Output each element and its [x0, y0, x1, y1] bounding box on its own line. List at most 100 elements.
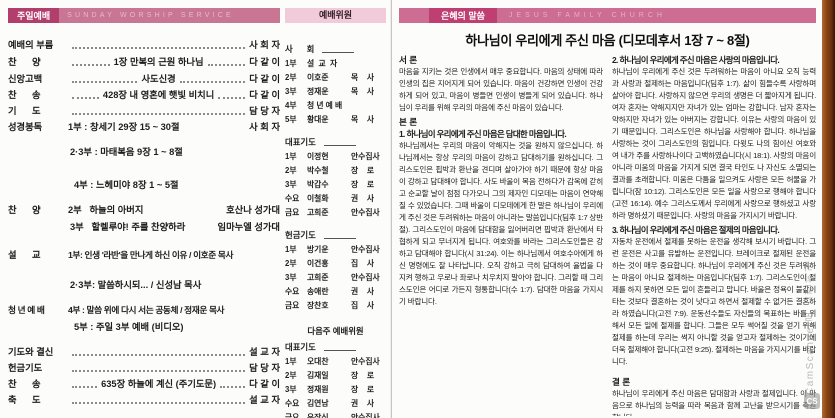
- row-label: 헌금기도: [8, 363, 43, 373]
- sermon-header-label: 은혜의 말씀: [429, 8, 497, 23]
- row-right: 다 같 이: [249, 57, 281, 67]
- row-part: 금요: [285, 413, 300, 418]
- section-title-text: 대표기도: [285, 342, 316, 352]
- body-heading: 본 론: [399, 117, 418, 127]
- row-right: 다 같 이: [249, 90, 281, 100]
- row-part: 2부: [285, 259, 297, 268]
- worship-order-panel: 주일예배 SUNDAY WORSHIP SERVICE 예배의 부름 사 회 자…: [8, 8, 280, 406]
- sermon-panel: 은혜의 말씀 JESUS FAMILY CHURCH 하나님이 우리에게 주신 …: [399, 8, 816, 416]
- section-title-rule: [323, 145, 356, 146]
- point3-heading: 3. 하나님이 우리에게 주신 마음은 절제의 마음입니다.: [612, 225, 780, 235]
- row-part: 수요: [285, 194, 300, 203]
- worship-row-sermon23: 2·3부: 말씀하시되... / 신성남 목사: [70, 279, 280, 291]
- worship-row-call: 예배의 부름 사 회 자: [8, 39, 280, 51]
- row-part: 2부: [285, 371, 297, 380]
- dotted-leader: [179, 80, 246, 83]
- row-label: 찬 송: [8, 379, 41, 389]
- row-role: 집 사: [351, 301, 375, 310]
- row-role: 안수집사: [351, 245, 380, 254]
- row-center: 1부 : 창세기 29장 15 ~ 30절: [68, 122, 180, 132]
- dotted-leader: [72, 63, 110, 66]
- row-right: 설 교 자: [249, 395, 280, 405]
- right-sheet: 은혜의 말씀 JESUS FAMILY CHURCH 하나님이 우리에게 주신 …: [391, 0, 823, 418]
- row-role: 권 사: [351, 399, 375, 408]
- worship-row-scripture23: 2·3부 : 마태복음 9장 1 ~ 8절: [70, 146, 280, 158]
- row-right: 설 교 자: [249, 347, 280, 357]
- row-text: 2·3부 : 마태복음 9장 1 ~ 8절: [70, 147, 183, 157]
- dotted-leader: [72, 46, 246, 49]
- row-name: 이건홍: [307, 259, 329, 268]
- row-part: 1부: [285, 357, 297, 366]
- section-title-text: 헌금기도: [285, 230, 316, 240]
- row-text: 5부 : 주일 3부 예배 (비디오): [74, 322, 184, 332]
- row-center: 635장 하늘에 계신 (주기도문): [101, 379, 217, 389]
- header-pad: [399, 8, 429, 23]
- row-name: 황대운: [307, 115, 329, 124]
- dotted-leader: [72, 401, 246, 404]
- row-role: 목 사: [351, 87, 375, 96]
- worship-row-benediction: 축 도 설 교 자: [8, 394, 280, 406]
- sermon-title: 하나님이 우리에게 주신 마음 (디모데후서 1장 7 ~ 8절): [465, 33, 750, 48]
- table-edge-strip: [822, 0, 835, 418]
- dotted-leader: [72, 385, 98, 388]
- row-role: 장 로: [351, 166, 375, 175]
- row-right: 다 같 이: [249, 379, 280, 389]
- row-center: 428장 내 영혼에 햇빛 비치니: [102, 90, 215, 100]
- row-label: 청 년 예 배: [8, 305, 45, 315]
- row-right: 담 당 자: [249, 106, 280, 116]
- worship-row-scripture4: 4부 : 느헤미야 8장 1 ~ 5절: [74, 179, 280, 191]
- row-role: 장 로: [351, 385, 375, 394]
- section-title-moderator: 사 회: [285, 43, 386, 55]
- row-label: 기 도: [8, 106, 41, 116]
- row-role: 목 사: [351, 73, 375, 82]
- row-text: 2·3부: 말씀하시되... / 신성남 목사: [70, 280, 202, 290]
- row-role: 목 사: [351, 115, 375, 124]
- committee-row: 1부 오대찬 안수집사: [285, 356, 386, 367]
- row-right: 호산나 성가대: [226, 205, 280, 215]
- row-name: 정재원: [307, 385, 329, 394]
- row-label: 설 교: [8, 250, 41, 260]
- row-role: 안수집사: [351, 413, 380, 418]
- worship-row-youth: 청 년 예 배 4부 : 말씀 위에 다시 서는 공동체 / 정재운 목사: [8, 304, 280, 316]
- row-part: 3부: [285, 180, 297, 189]
- row-role: 안수집사: [351, 273, 380, 282]
- intro-paragraph: 마음을 지키는 것은 인생에서 매우 중요합니다. 마음의 상태에 따라 인생의…: [399, 67, 603, 112]
- row-right: 담 당 자: [249, 363, 280, 373]
- point2-paragraph: 하나님이 우리에게 주신 것은 두려워하는 마음이 아니요 오직 능력과 사랑과…: [612, 67, 816, 220]
- row-role: 안수집사: [351, 208, 380, 217]
- worship-row-prayer: 기 도 담 당 자: [8, 105, 280, 117]
- committee-row: 3부 박갑수 장 로: [285, 179, 386, 190]
- row-center: 2부 하늘의 아버지: [68, 205, 144, 215]
- worship-row-scripture1: 성경봉독 1부 : 창세기 29장 15 ~ 30절 사 회 자: [8, 121, 280, 133]
- row-part: 3부: [285, 87, 297, 96]
- committee-row: 3부 정재원 장 로: [285, 384, 386, 395]
- row-label: 찬 송: [8, 90, 41, 100]
- committee-panel: 예배위원 사 회 1부 설 교 자 2부 이호준 목 사 3부 정재운 목 사 4부 청 년…: [285, 8, 386, 418]
- committee-row: 1부 이정현 안수집사: [285, 151, 386, 162]
- point1-paragraph: 하나님께서는 우리의 마음이 악해지는 것을 원하지 않으십니다. 하나님께서는…: [399, 141, 603, 306]
- row-part: 금요: [285, 208, 300, 217]
- row-name: 설 교 자: [307, 59, 338, 68]
- worship-header-subtitle: SUNDAY WORSHIP SERVICE: [59, 8, 280, 23]
- sermon-col-2: 2. 하나님이 우리에게 주신 마음은 사랑의 마음입니다. 하나님이 우리에게…: [612, 54, 816, 416]
- committee-row: 2부 김재일 장 로: [285, 370, 386, 381]
- row-part: 1부: [285, 59, 297, 68]
- camscanner-badge-icon: CS: [804, 393, 820, 409]
- worship-header-label: 주일예배: [8, 8, 60, 23]
- committee-header: 예배위원: [285, 8, 386, 23]
- row-label: 예배의 부름: [8, 40, 54, 50]
- dotted-leader: [72, 353, 246, 356]
- section-title-rule: [322, 52, 355, 53]
- row-right: 사 회 자: [249, 122, 280, 132]
- dotted-leader: [207, 63, 246, 66]
- row-part: 2부: [285, 73, 297, 82]
- row-role: 권 사: [351, 194, 375, 203]
- row-right: 사 회 자: [249, 40, 280, 50]
- row-role: 권 사: [351, 287, 375, 296]
- committee-row: 수요 이철화 권 사: [285, 193, 386, 204]
- dotted-leader: [72, 96, 99, 99]
- section-title-rule: [323, 350, 356, 351]
- committee-row: 1부 설 교 자: [285, 58, 386, 69]
- section-title-rule: [323, 238, 356, 239]
- row-name: 김연남: [307, 399, 329, 408]
